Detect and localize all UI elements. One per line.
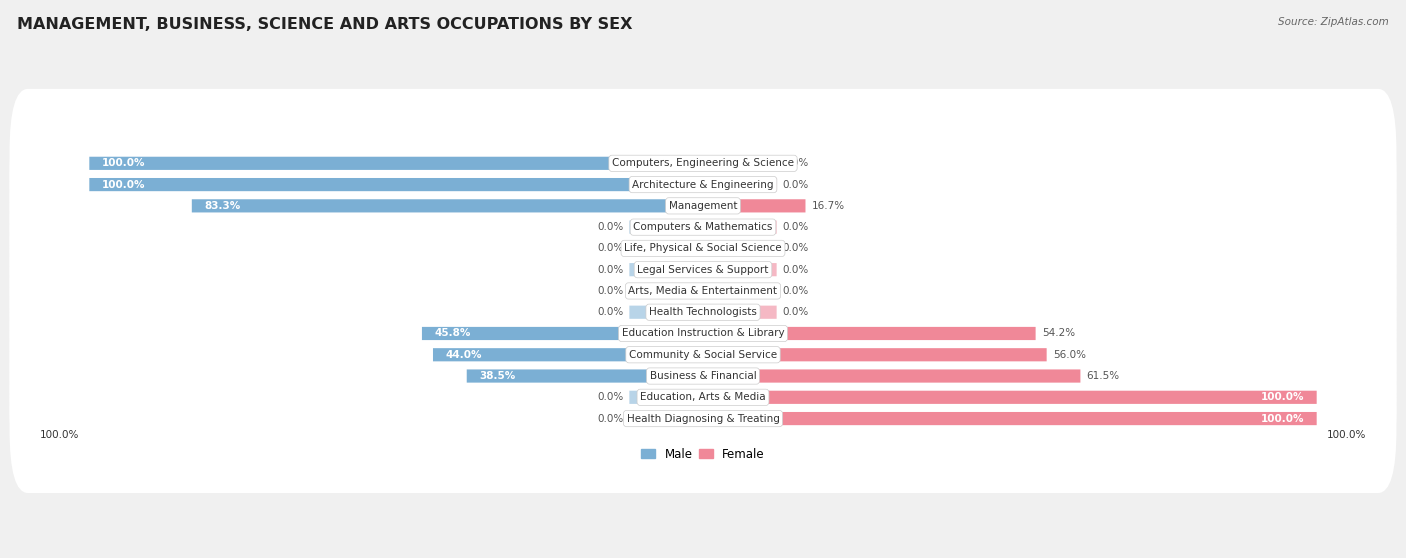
FancyBboxPatch shape xyxy=(630,220,703,234)
FancyBboxPatch shape xyxy=(630,306,703,319)
FancyBboxPatch shape xyxy=(10,238,1396,387)
Text: Education, Arts & Media: Education, Arts & Media xyxy=(640,392,766,402)
Text: Management: Management xyxy=(669,201,737,211)
Text: 100.0%: 100.0% xyxy=(1261,413,1305,424)
Text: 0.0%: 0.0% xyxy=(783,158,808,169)
Text: Computers & Mathematics: Computers & Mathematics xyxy=(633,222,773,232)
FancyBboxPatch shape xyxy=(630,391,703,404)
Text: 0.0%: 0.0% xyxy=(598,264,623,275)
Text: Legal Services & Support: Legal Services & Support xyxy=(637,264,769,275)
Text: Architecture & Engineering: Architecture & Engineering xyxy=(633,180,773,190)
FancyBboxPatch shape xyxy=(10,89,1396,238)
Text: 83.3%: 83.3% xyxy=(204,201,240,211)
FancyBboxPatch shape xyxy=(703,391,1316,404)
FancyBboxPatch shape xyxy=(10,217,1396,365)
FancyBboxPatch shape xyxy=(10,195,1396,344)
Text: Education Instruction & Library: Education Instruction & Library xyxy=(621,329,785,339)
Text: 56.0%: 56.0% xyxy=(1053,350,1085,360)
FancyBboxPatch shape xyxy=(467,369,703,383)
Text: 0.0%: 0.0% xyxy=(783,307,808,317)
FancyBboxPatch shape xyxy=(703,369,1080,383)
FancyBboxPatch shape xyxy=(10,131,1396,280)
FancyBboxPatch shape xyxy=(630,242,703,255)
FancyBboxPatch shape xyxy=(433,348,703,362)
Text: 100.0%: 100.0% xyxy=(101,158,145,169)
Legend: Male, Female: Male, Female xyxy=(637,443,769,465)
Text: Source: ZipAtlas.com: Source: ZipAtlas.com xyxy=(1278,17,1389,27)
FancyBboxPatch shape xyxy=(10,280,1396,429)
Text: Health Technologists: Health Technologists xyxy=(650,307,756,317)
FancyBboxPatch shape xyxy=(703,306,776,319)
Text: Business & Financial: Business & Financial xyxy=(650,371,756,381)
Text: 0.0%: 0.0% xyxy=(598,222,623,232)
FancyBboxPatch shape xyxy=(703,199,806,213)
Text: 0.0%: 0.0% xyxy=(598,307,623,317)
Text: Community & Social Service: Community & Social Service xyxy=(628,350,778,360)
FancyBboxPatch shape xyxy=(703,178,776,191)
Text: 100.0%: 100.0% xyxy=(101,180,145,190)
Text: Computers, Engineering & Science: Computers, Engineering & Science xyxy=(612,158,794,169)
FancyBboxPatch shape xyxy=(10,259,1396,408)
FancyBboxPatch shape xyxy=(703,285,776,297)
Text: 38.5%: 38.5% xyxy=(479,371,515,381)
Text: 0.0%: 0.0% xyxy=(783,264,808,275)
FancyBboxPatch shape xyxy=(10,153,1396,301)
Text: Arts, Media & Entertainment: Arts, Media & Entertainment xyxy=(628,286,778,296)
Text: 0.0%: 0.0% xyxy=(598,243,623,253)
FancyBboxPatch shape xyxy=(703,242,776,255)
Text: 45.8%: 45.8% xyxy=(434,329,471,339)
FancyBboxPatch shape xyxy=(630,263,703,276)
Text: 0.0%: 0.0% xyxy=(783,286,808,296)
Text: 0.0%: 0.0% xyxy=(783,222,808,232)
FancyBboxPatch shape xyxy=(703,412,1316,425)
Text: 61.5%: 61.5% xyxy=(1087,371,1119,381)
Text: 16.7%: 16.7% xyxy=(811,201,845,211)
FancyBboxPatch shape xyxy=(10,344,1396,493)
Text: 0.0%: 0.0% xyxy=(598,413,623,424)
FancyBboxPatch shape xyxy=(703,220,776,234)
Text: 100.0%: 100.0% xyxy=(41,430,80,440)
FancyBboxPatch shape xyxy=(703,263,776,276)
Text: 54.2%: 54.2% xyxy=(1042,329,1074,339)
FancyBboxPatch shape xyxy=(630,412,703,425)
Text: 44.0%: 44.0% xyxy=(446,350,482,360)
Text: 0.0%: 0.0% xyxy=(783,180,808,190)
FancyBboxPatch shape xyxy=(90,157,703,170)
FancyBboxPatch shape xyxy=(10,301,1396,450)
Text: 0.0%: 0.0% xyxy=(598,286,623,296)
FancyBboxPatch shape xyxy=(703,348,1046,362)
FancyBboxPatch shape xyxy=(10,174,1396,323)
FancyBboxPatch shape xyxy=(703,327,1036,340)
Text: 100.0%: 100.0% xyxy=(1261,392,1305,402)
Text: 0.0%: 0.0% xyxy=(783,243,808,253)
Text: Life, Physical & Social Science: Life, Physical & Social Science xyxy=(624,243,782,253)
Text: 0.0%: 0.0% xyxy=(598,392,623,402)
FancyBboxPatch shape xyxy=(422,327,703,340)
FancyBboxPatch shape xyxy=(703,157,776,170)
FancyBboxPatch shape xyxy=(10,323,1396,472)
FancyBboxPatch shape xyxy=(191,199,703,213)
FancyBboxPatch shape xyxy=(90,178,703,191)
Text: Health Diagnosing & Treating: Health Diagnosing & Treating xyxy=(627,413,779,424)
FancyBboxPatch shape xyxy=(10,110,1396,259)
Text: 100.0%: 100.0% xyxy=(1326,430,1365,440)
FancyBboxPatch shape xyxy=(630,285,703,297)
Text: MANAGEMENT, BUSINESS, SCIENCE AND ARTS OCCUPATIONS BY SEX: MANAGEMENT, BUSINESS, SCIENCE AND ARTS O… xyxy=(17,17,633,32)
